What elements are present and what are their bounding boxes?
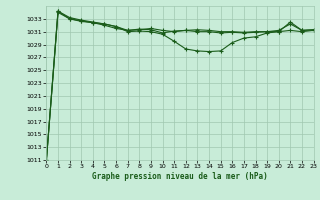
X-axis label: Graphe pression niveau de la mer (hPa): Graphe pression niveau de la mer (hPa) [92,172,268,181]
